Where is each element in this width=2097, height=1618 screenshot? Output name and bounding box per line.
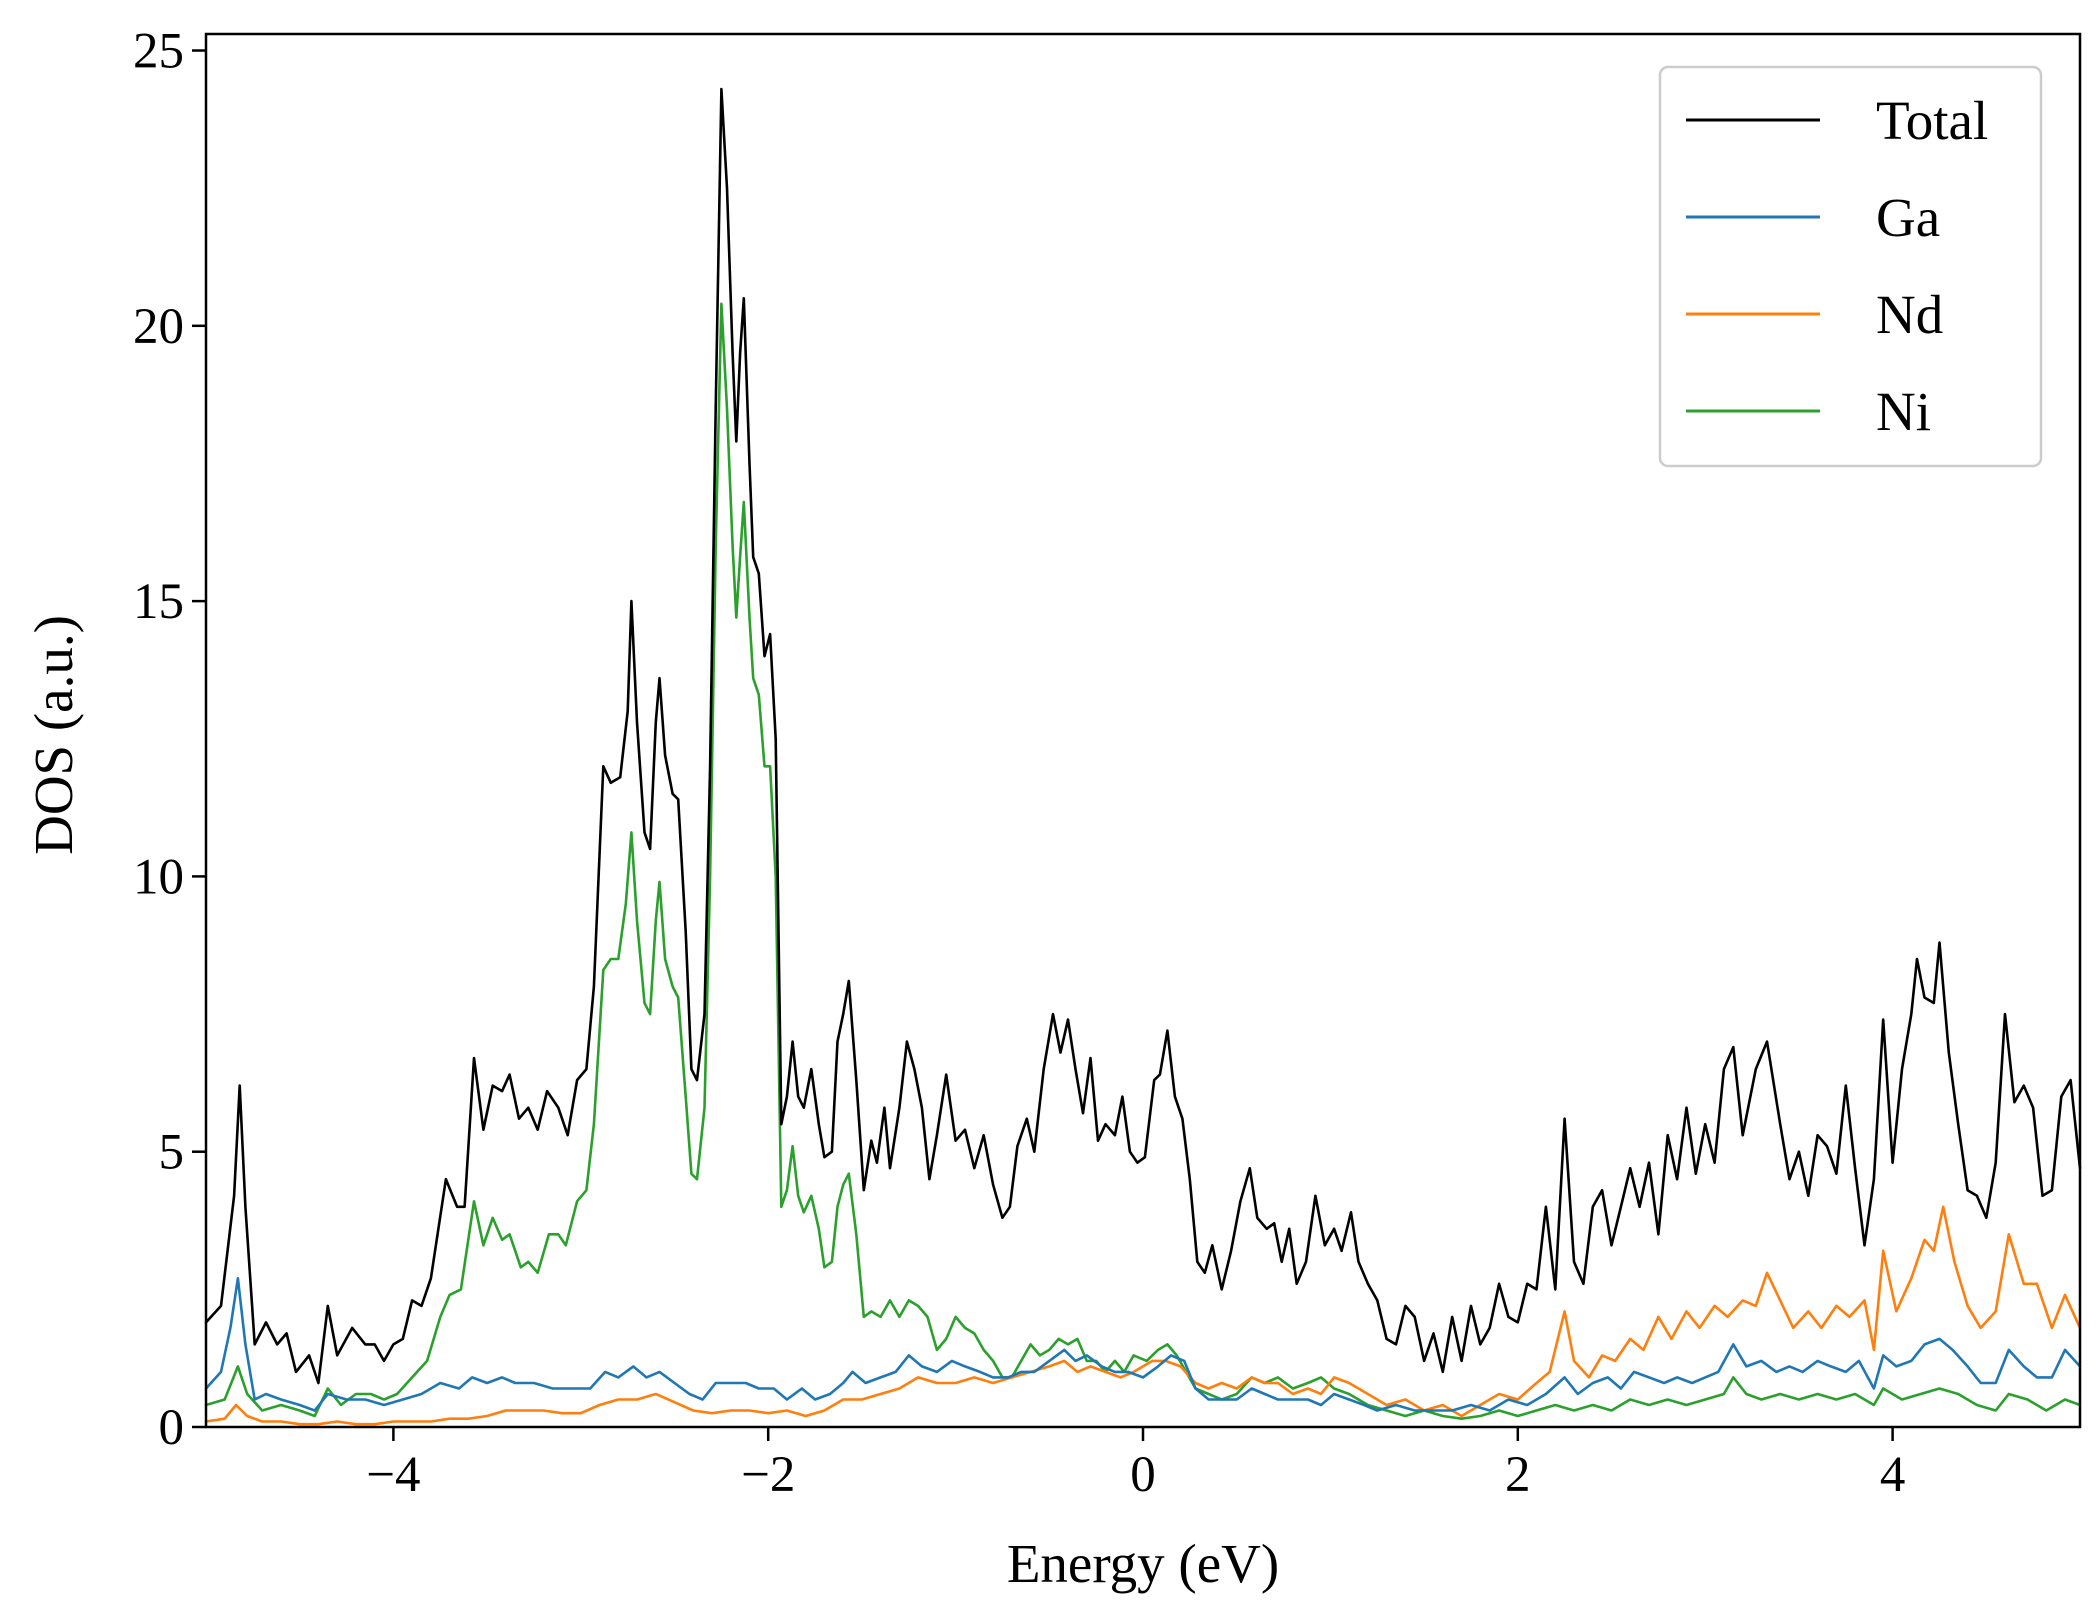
x-tick-label: −2 xyxy=(741,1447,795,1503)
y-tick-label: 0 xyxy=(159,1400,185,1456)
y-tick-label: 5 xyxy=(159,1125,185,1181)
y-tick-label: 15 xyxy=(133,574,184,630)
legend-label-nd: Nd xyxy=(1876,284,1943,345)
x-tick-label: 2 xyxy=(1505,1447,1531,1503)
y-tick-label: 20 xyxy=(133,299,184,355)
legend-label-ni: Ni xyxy=(1876,381,1931,442)
x-tick-label: 4 xyxy=(1880,1447,1906,1503)
x-axis-label: Energy (eV) xyxy=(1007,1533,1279,1594)
series-line-nd xyxy=(204,1205,2082,1426)
x-tick-label: −4 xyxy=(366,1447,420,1503)
series-line-ga xyxy=(204,1277,2082,1412)
y-axis-label: DOS (a.u.) xyxy=(23,615,84,855)
y-tick-label: 25 xyxy=(133,24,184,80)
legend-box xyxy=(1658,65,2043,468)
series-line-ni xyxy=(204,302,2082,1420)
y-tick-label: 10 xyxy=(133,849,184,905)
x-tick-label: 0 xyxy=(1130,1447,1156,1503)
legend-label-total: Total xyxy=(1876,90,1988,151)
series-line-total xyxy=(204,87,2082,1385)
x-axis: −4 −2 0 2 4 xyxy=(366,1427,1905,1503)
legend: Total Ga Nd Ni xyxy=(1658,65,2043,468)
y-axis: 0 5 10 15 20 25 xyxy=(133,24,206,1456)
series-layer xyxy=(204,87,2082,1426)
legend-label-ga: Ga xyxy=(1876,187,1940,248)
